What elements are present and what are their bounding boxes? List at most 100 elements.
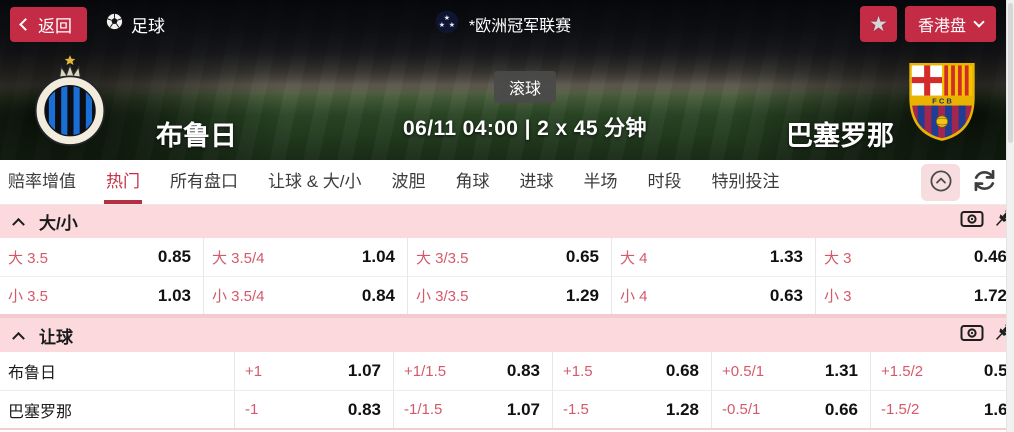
odds-cell[interactable]: 大 4 1.33 [612, 238, 816, 276]
handicap-team-name: 布鲁日 [0, 352, 235, 390]
handicap-away-row: 巴塞罗那 -1 0.83 -1/1.5 1.07 -1.5 1.28 -0.5/1 0.… [0, 391, 1006, 430]
odds-label: +1.5 [563, 362, 593, 380]
tab-correct-score[interactable]: 波胆 [391, 172, 426, 191]
odds-label: -0.5/1 [722, 401, 761, 418]
refresh-icon [971, 167, 998, 197]
away-team-logo: F C B [904, 60, 980, 142]
top-bar: 返回 足球 ★ ★ ★ *欧洲冠军联赛 [0, 0, 1006, 48]
odds-cell[interactable]: +1 1.07 [235, 352, 394, 390]
chevron-up-icon [12, 331, 25, 345]
odds-cell[interactable]: 大 3/3.5 0.65 [408, 238, 612, 276]
odds-label: -1/1.5 [404, 401, 443, 418]
odds-cell[interactable]: -1.5 1.28 [553, 391, 712, 428]
match-center-info: 滚球 06/11 04:00 | 2 x 45 分钟 [375, 61, 675, 142]
svg-text:F C B: F C B [932, 97, 952, 106]
odds-cell[interactable]: 小 4 0.63 [612, 277, 816, 314]
odds-value: 1.72 [973, 285, 1006, 305]
odds-cell[interactable]: 大 3 0.46 [816, 238, 1006, 276]
scrollbar[interactable] [1006, 0, 1014, 432]
cashout-icon [960, 324, 984, 347]
odds-cell[interactable]: 小 3/3.5 1.29 [408, 277, 612, 314]
league-title: ★ ★ ★ *欧洲冠军联赛 [435, 0, 571, 48]
tab-hot[interactable]: 热门 [91, 160, 155, 204]
league-label: *欧洲冠军联赛 [468, 18, 572, 35]
scrollbar-thumb[interactable] [1008, 3, 1013, 143]
odds-value: 1.04 [361, 247, 395, 266]
away-team-name: 巴塞罗那 [786, 120, 894, 151]
chevron-up-circle-icon [929, 169, 953, 196]
odds-cell[interactable]: +1.5/2 0.51 [871, 352, 1006, 390]
odds-label: +1 [245, 362, 263, 380]
tab-corners[interactable]: 角球 [455, 172, 490, 191]
odds-value: 1.07 [506, 399, 540, 419]
pin-icon[interactable] [993, 208, 1006, 235]
match-header: 返回 足球 ★ ★ ★ *欧洲冠军联赛 [0, 0, 1006, 160]
star-icon: ★ [869, 12, 888, 36]
odds-cell[interactable]: 小 3 1.72 [816, 277, 1006, 314]
odds-value: 0.68 [665, 361, 699, 380]
odds-cell[interactable]: -1 0.83 [235, 391, 394, 428]
odds-type-dropdown[interactable]: 香港盘 [904, 6, 996, 42]
odds-value: 0.83 [347, 399, 381, 419]
svg-text:★: ★ [449, 21, 455, 29]
section-title: 大/小 [39, 214, 78, 233]
back-label: 返回 [38, 16, 72, 36]
odds-value: 0.84 [361, 285, 395, 305]
chevron-up-icon [12, 217, 25, 231]
odds-cell[interactable]: 小 3.5/4 0.84 [204, 277, 408, 314]
odds-label: +1.5/2 [881, 362, 924, 380]
tab-specials[interactable]: 特别投注 [711, 172, 780, 191]
odds-cell[interactable]: 小 3.5 1.03 [0, 277, 204, 314]
odds-cell[interactable]: -0.5/1 0.66 [712, 391, 871, 428]
odds-value: 0.51 [983, 361, 1006, 380]
match-info-row: 布鲁日 滚球 06/11 04:00 | 2 x 45 分钟 巴塞罗那 [0, 48, 1006, 154]
odds-value: 0.66 [824, 399, 858, 419]
odds-value: 0.46 [973, 247, 1006, 266]
tab-odds-boost[interactable]: 赔率增值 [8, 172, 76, 191]
refresh-button[interactable] [971, 167, 998, 197]
svg-text:★: ★ [439, 21, 445, 29]
tab-half[interactable]: 半场 [583, 172, 618, 191]
back-button[interactable]: 返回 [10, 6, 87, 42]
odds-value: 1.07 [347, 361, 381, 380]
section-header-over-under[interactable]: 大/小 [0, 205, 1006, 238]
odds-label: 小 4 [620, 288, 648, 305]
odds-value: 0.85 [157, 247, 191, 266]
ucl-starball-icon: ★ ★ ★ [435, 10, 459, 39]
chevron-left-icon [19, 17, 32, 31]
tab-goals[interactable]: 进球 [519, 172, 554, 191]
odds-cell[interactable]: -1/1.5 1.07 [394, 391, 553, 428]
tab-all-markets[interactable]: 所有盘口 [170, 172, 238, 191]
home-team-name: 布鲁日 [156, 120, 237, 151]
odds-cell[interactable]: +1/1.5 0.83 [394, 352, 553, 390]
collapse-all-button[interactable] [921, 163, 960, 201]
svg-text:★: ★ [444, 14, 450, 22]
section-header-handicap[interactable]: 让球 [0, 316, 1006, 352]
odds-cell[interactable]: +0.5/1 1.31 [712, 352, 871, 390]
odds-value: 1.28 [665, 399, 699, 419]
odds-value: 1.33 [769, 247, 803, 266]
odds-cell[interactable]: -1.5/2 1.63 [871, 391, 1006, 428]
tab-period[interactable]: 时段 [647, 172, 682, 191]
odds-label: -1.5 [563, 401, 589, 418]
section-title: 让球 [39, 327, 73, 347]
tab-handicap-over-under[interactable]: 让球 & 大/小 [268, 172, 362, 191]
odds-label: 大 3.5/4 [212, 249, 265, 267]
odds-cell[interactable]: 大 3.5 0.85 [0, 238, 204, 276]
odds-value: 1.03 [157, 285, 191, 305]
odds-label: -1 [245, 401, 259, 418]
cashout-icon [960, 210, 984, 233]
sport-football[interactable]: 足球 [105, 12, 165, 37]
odds-value: 0.83 [506, 361, 540, 380]
odds-value: 0.65 [565, 247, 599, 266]
pin-icon[interactable] [993, 322, 1006, 349]
odds-cell[interactable]: 大 3.5/4 1.04 [204, 238, 408, 276]
football-icon [105, 12, 124, 36]
live-status-badge: 滚球 [493, 70, 556, 103]
kickoff-time: 06/11 04:00 | 2 x 45 分钟 [403, 116, 647, 140]
odds-cell[interactable]: +1.5 0.68 [553, 352, 712, 390]
favorite-button[interactable]: ★ [859, 6, 897, 42]
sport-label: 足球 [131, 16, 165, 36]
